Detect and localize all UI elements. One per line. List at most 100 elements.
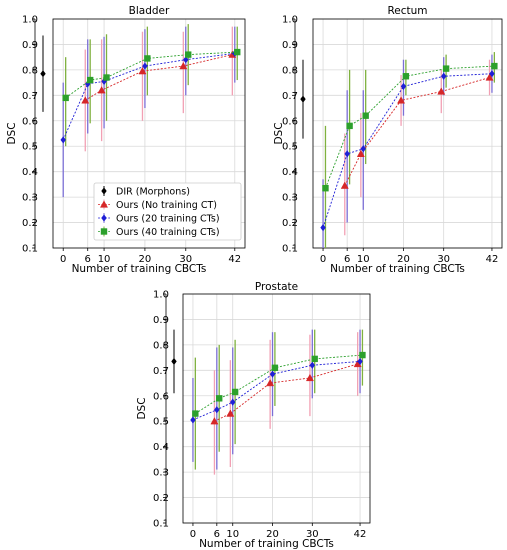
series-line <box>62 52 235 141</box>
x-tick-label: 30 <box>306 529 319 540</box>
chart-panel-prostate: 0.1 0.2 0.3 0.4 0.5 0.6 0.7 0.8 0.9 1.0 0 6 10 20 30 42… <box>136 281 371 550</box>
y-tick-label: 0.6 <box>22 116 38 127</box>
x-tick-label: 6 <box>85 254 91 265</box>
series-line <box>322 73 492 228</box>
y-tick-label: 0.1 <box>282 244 298 255</box>
x-tick-label: 42 <box>354 529 367 540</box>
x-tick-label: 42 <box>228 254 241 265</box>
y-tick-label: 0.7 <box>282 91 298 102</box>
series-point <box>144 55 151 62</box>
series-line <box>344 77 490 186</box>
series-point <box>214 406 220 414</box>
dir-point <box>40 70 46 78</box>
y-tick-label: 1.0 <box>153 290 169 301</box>
series-point <box>491 62 498 70</box>
y-tick-label: 0.4 <box>22 167 38 178</box>
series-point <box>360 145 366 153</box>
series-line <box>325 65 495 189</box>
chart-panel-rectum: 0.1 0.2 0.3 0.4 0.5 0.6 0.7 0.8 0.9 1.0 0 6 10 20 30 42… <box>273 5 503 275</box>
series-point <box>234 48 241 56</box>
y-tick-label: 0.8 <box>153 340 169 351</box>
series-point <box>437 87 446 95</box>
y-tick-label: 0.8 <box>22 65 38 76</box>
series-point <box>311 355 318 363</box>
legend-swatch-marker <box>99 200 109 208</box>
legend: DIR (Morphons) Ours (No training CT) Ours … <box>93 182 242 241</box>
legend-swatch-marker <box>101 187 107 195</box>
series-point <box>192 410 199 417</box>
series-point <box>340 181 349 189</box>
series-point <box>60 136 66 144</box>
series-point <box>322 185 329 192</box>
y-tick-label: 0.1 <box>153 519 169 530</box>
y-tick-label: 1.0 <box>22 15 38 26</box>
plot-frame <box>312 18 503 249</box>
y-tick-label: 0.4 <box>153 442 169 453</box>
y-axis-label: DSC <box>273 122 285 144</box>
chart-title: Rectum <box>387 5 427 17</box>
series-point <box>142 62 148 70</box>
y-tick-label: 0.4 <box>282 167 298 178</box>
legend-entry: DIR (Morphons) <box>116 186 190 197</box>
y-tick-label: 0.1 <box>22 244 38 255</box>
x-tick-label: 10 <box>226 529 239 540</box>
legend-swatch-marker <box>101 214 107 222</box>
series-point <box>397 96 406 104</box>
series-point <box>271 364 279 371</box>
x-tick-label: 20 <box>397 254 410 265</box>
series-point <box>440 72 447 80</box>
y-tick-label: 0.2 <box>282 218 298 229</box>
series-point <box>269 370 276 378</box>
series-point <box>489 70 495 78</box>
series-point <box>362 112 369 119</box>
y-tick-label: 1.0 <box>282 15 298 26</box>
dir-point <box>300 95 306 103</box>
chart-panel-bladder: 0.1 0.2 0.3 0.4 0.5 0.6 0.7 0.8 0.9 1.0 0 6 10 20 30 42… <box>6 5 246 275</box>
y-axis-label: DSC <box>6 122 18 144</box>
y-tick-label: 0.2 <box>153 493 169 504</box>
legend-entry: Ours (40 training CTs) <box>116 227 220 238</box>
series-line <box>214 363 358 422</box>
series-point <box>402 73 410 80</box>
series-point <box>357 357 363 366</box>
series-point <box>359 351 366 359</box>
series-point <box>97 86 106 94</box>
y-axis-label: DSC <box>136 397 148 419</box>
series-line <box>65 51 238 99</box>
series-point <box>101 77 107 85</box>
series-point <box>230 398 236 406</box>
series-point <box>346 122 353 130</box>
series-point <box>185 51 192 58</box>
series-point <box>305 373 314 382</box>
y-tick-label: 0.3 <box>153 468 169 479</box>
y-tick-label: 0.3 <box>22 193 38 204</box>
plot-frame <box>52 18 246 249</box>
series-point <box>226 409 235 417</box>
series-point <box>138 67 147 75</box>
x-tick-label: 6 <box>344 254 350 265</box>
series-point <box>62 94 69 102</box>
series-point <box>344 150 350 158</box>
legend-entry: Ours (20 training CTs) <box>116 213 220 224</box>
series-point <box>485 73 494 81</box>
legend-swatch-marker <box>100 228 108 235</box>
series-point <box>81 96 90 104</box>
x-tick-label: 42 <box>486 254 499 265</box>
series-point <box>356 149 365 157</box>
series-point <box>266 378 275 387</box>
series-point <box>320 224 326 232</box>
y-tick-label: 0.9 <box>153 315 169 326</box>
series-point <box>309 361 316 369</box>
x-axis-label: Number of training CBCTs <box>72 263 207 275</box>
y-tick-label: 0.6 <box>282 116 298 127</box>
x-tick-label: 30 <box>179 254 192 265</box>
y-tick-label: 0.2 <box>22 218 38 229</box>
x-tick-label: 0 <box>60 254 66 265</box>
series-line <box>192 360 361 421</box>
series-point <box>183 56 189 64</box>
y-tick-label: 0.3 <box>282 193 298 204</box>
x-tick-label: 6 <box>214 529 220 540</box>
y-tick-label: 0.7 <box>153 366 169 377</box>
x-tick-label: 0 <box>190 529 196 540</box>
y-tick-label: 0.9 <box>22 40 38 51</box>
